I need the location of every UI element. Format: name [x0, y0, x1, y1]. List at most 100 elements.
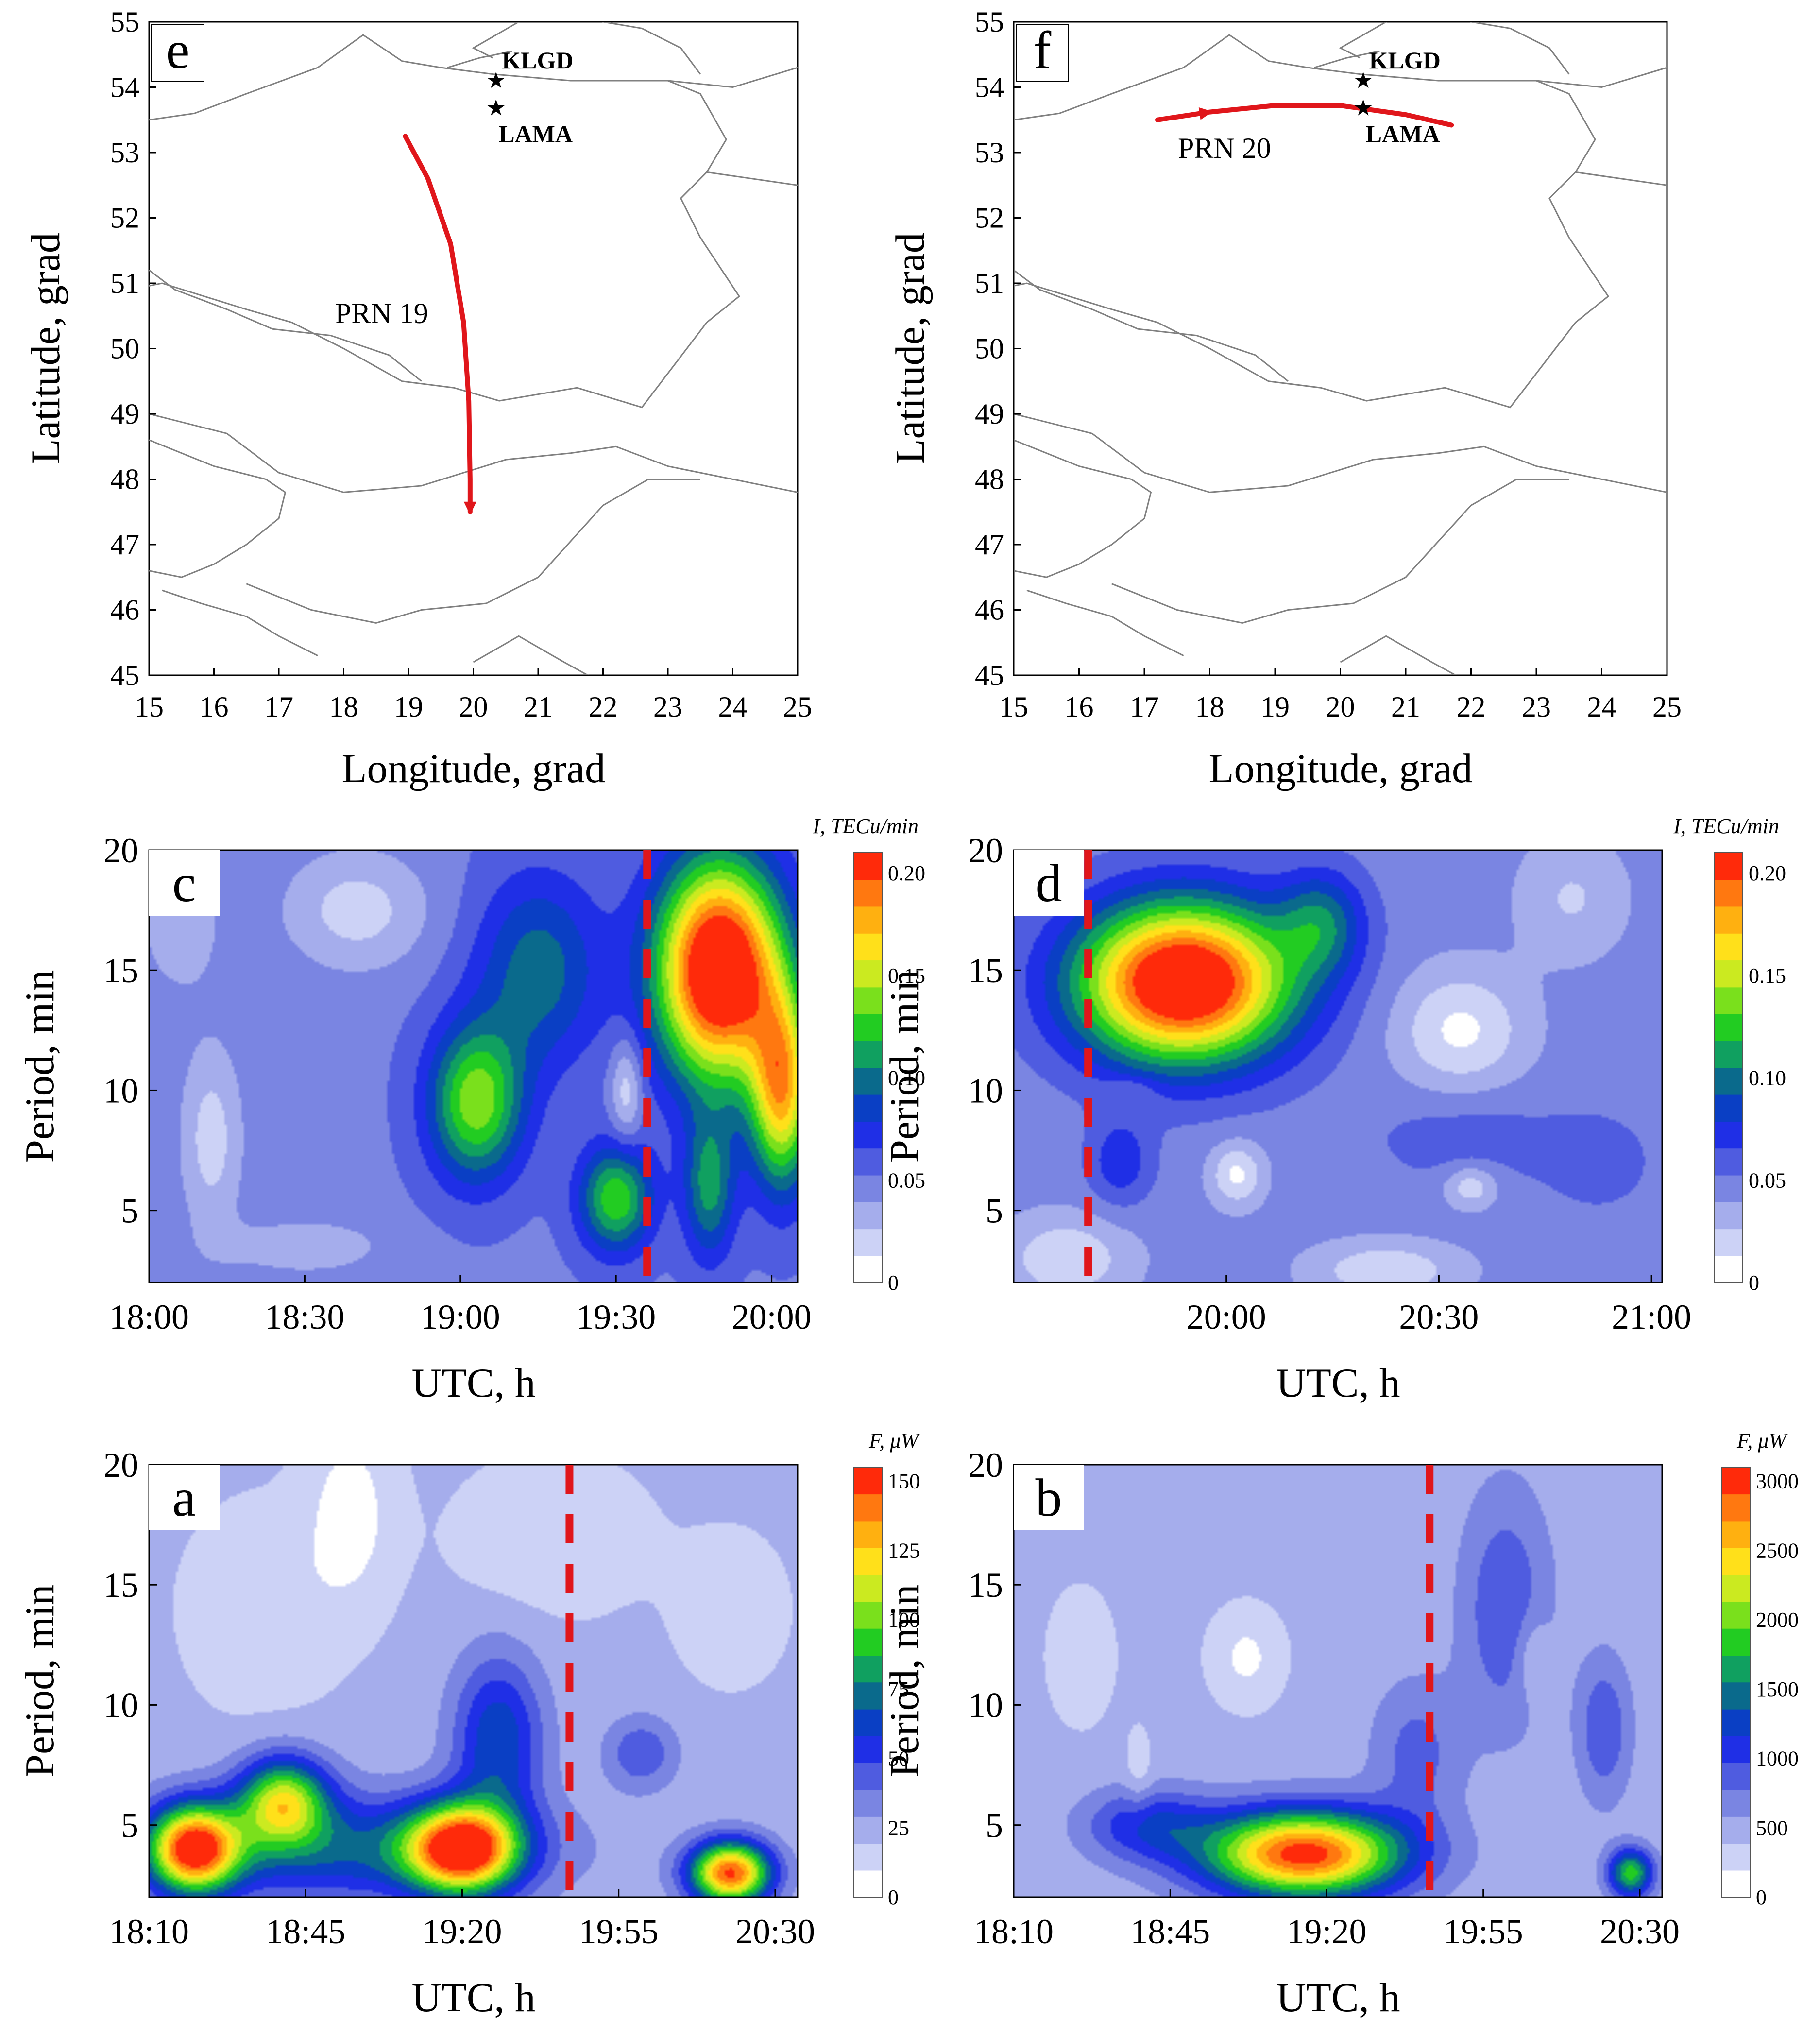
panel-label-box	[1016, 24, 1069, 82]
colorbar-swatch	[1715, 1175, 1743, 1202]
colorbar-swatch	[1722, 1467, 1750, 1495]
border-line	[246, 479, 700, 624]
panel-label: c	[172, 854, 196, 913]
colorbar-swatch	[1715, 1094, 1743, 1122]
x-axis-label: Longitude, grad	[1209, 746, 1473, 791]
track-line	[403, 134, 473, 514]
x-tick-label: 21:00	[1612, 1298, 1691, 1336]
station-marker: ★	[486, 67, 506, 93]
colorbar-swatch	[854, 1067, 882, 1095]
colorbar-tick-label: 0.10	[888, 1066, 925, 1090]
x-ticks: 18:00 18:30 19:00 19:30 20:00	[109, 1275, 812, 1336]
y-tick-label: 10	[968, 1071, 1003, 1110]
track-label: PRN 19	[335, 297, 428, 329]
colorbar-frame	[853, 852, 883, 1283]
colorbar-swatch	[1722, 1574, 1750, 1602]
x-tick-label: 18	[1195, 691, 1225, 723]
colorbar-swatch	[854, 1709, 882, 1736]
x-tick-label: 18:00	[109, 1298, 189, 1336]
station-label: KLGD	[1369, 47, 1441, 74]
y-axis-label: Period, min	[17, 970, 63, 1163]
x-tick-label: 20:30	[735, 1912, 815, 1951]
station-marker: ★	[486, 95, 506, 121]
colorbar-swatch	[854, 1789, 882, 1817]
x-ticks: 15 16 17 18 19 20 21 22 23 24 25	[999, 668, 1682, 723]
colorbar-swatch	[854, 853, 882, 880]
y-tick-label: 20	[968, 1446, 1003, 1485]
colorbar-swatch	[1722, 1870, 1750, 1898]
x-tick-label: 18:10	[109, 1912, 189, 1951]
border-line	[1111, 479, 1569, 624]
colorbar-tick-label: 100	[888, 1608, 920, 1632]
x-tick-label: 20	[1326, 691, 1355, 723]
border-line	[162, 589, 318, 656]
x-tick-label: 20:30	[1600, 1912, 1680, 1951]
colorbar-title: F, μW	[868, 1429, 920, 1453]
colorbar-frame	[1714, 852, 1743, 1283]
y-tick-label: 15	[103, 951, 138, 990]
y-tick-label: 20	[968, 831, 1003, 870]
colorbar-tick-label: 0.15	[888, 964, 925, 988]
colorbar-swatch	[1722, 1762, 1750, 1790]
colorbar-swatch	[1715, 960, 1743, 988]
y-tick-label: 53	[975, 137, 1004, 169]
border-line	[1026, 589, 1184, 656]
y-tick-label: 53	[110, 137, 139, 169]
colorbar-swatch	[854, 1870, 882, 1898]
colorbar-tick-label: 75	[888, 1677, 909, 1701]
x-tick-label: 15	[999, 691, 1028, 723]
colorbar-swatch	[1715, 1121, 1743, 1149]
colorbar-swatch	[1715, 1148, 1743, 1176]
map-frame	[148, 21, 799, 676]
colorbar-swatch	[854, 1521, 882, 1548]
x-ticks: 18:10 18:45 19:20 19:55 20:30	[974, 1889, 1680, 1951]
colorbar-swatch	[854, 906, 882, 934]
x-ticks: 20:00 20:30 21:00	[1187, 1275, 1691, 1336]
x-tick-label: 20:00	[732, 1298, 812, 1336]
x-tick-label: 19:55	[1444, 1912, 1523, 1951]
colorbar-tick-label: 2500	[1756, 1539, 1799, 1562]
heatmap-image	[149, 850, 798, 1283]
colorbar-swatch	[1722, 1628, 1750, 1656]
heatmap-panel-a: 18:10 18:45 19:20 19:55 20:30 5 10 15 20 0 25 50 7…	[17, 1429, 920, 2020]
colorbar-swatch	[854, 1601, 882, 1629]
y-tick-label: 54	[975, 71, 1004, 103]
colorbar-swatch	[854, 1762, 882, 1790]
y-tick-label: 10	[103, 1686, 138, 1725]
border-line	[1314, 51, 1380, 68]
colorbar-swatch	[854, 879, 882, 907]
colorbar-swatch	[1722, 1494, 1750, 1522]
y-ticks: 5 10 15 20	[968, 831, 1021, 1231]
x-tick-label: 19	[394, 691, 423, 723]
y-tick-label: 49	[110, 398, 139, 430]
colorbar-tick-label: 1500	[1756, 1677, 1799, 1701]
border-line	[1536, 67, 1667, 88]
x-tick-label: 18	[329, 691, 358, 723]
y-axis-label: Latitude, grad	[887, 233, 933, 464]
y-ticks: 45 46 47 48 49 50 51 52 53 54 55	[110, 6, 156, 691]
x-tick-label: 21	[524, 691, 553, 723]
colorbar: 0 500 1000 1500 2000 2500 3000 F, μW	[1721, 1429, 1799, 1909]
x-ticks: 18:10 18:45 19:20 19:55 20:30	[109, 1889, 815, 1951]
x-tick-label: 15	[135, 691, 164, 723]
y-tick-label: 48	[975, 463, 1004, 496]
colorbar-tick-label: 125	[888, 1539, 920, 1562]
colorbar-swatch	[1715, 1255, 1743, 1283]
colorbar-swatch	[854, 1655, 882, 1683]
y-tick-label: 46	[975, 594, 1004, 626]
border-line	[1339, 22, 1570, 75]
panel-label-box	[151, 24, 204, 82]
x-tick-label: 25	[783, 691, 812, 723]
panel-label: f	[1034, 20, 1052, 80]
panel-label: e	[166, 20, 190, 80]
heatmap-image	[1014, 850, 1662, 1283]
colorbar-title: I, TECu/min	[812, 814, 919, 838]
station-label: KLGD	[502, 47, 573, 74]
border-line	[473, 635, 590, 675]
colorbar-swatch	[1715, 906, 1743, 934]
colorbar-swatch	[1715, 1229, 1743, 1256]
panel-label: a	[172, 1468, 196, 1527]
colorbar-tick-label: 0.10	[1749, 1066, 1786, 1090]
border-line	[1575, 171, 1667, 186]
